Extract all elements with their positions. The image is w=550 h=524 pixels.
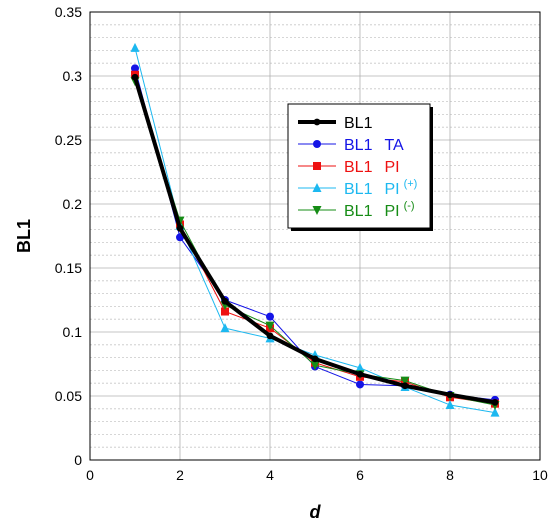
y-tick-label: 0.25 [55,132,82,148]
y-tick-label: 0.1 [63,324,83,340]
data-point [356,380,364,389]
data-point [266,312,274,321]
x-axis-title: d [310,502,322,522]
data-point [130,42,140,52]
data-point [313,162,321,170]
data-point [131,73,139,81]
data-point [445,399,455,409]
data-point [131,64,139,73]
x-tick-label: 10 [532,467,548,483]
plot-frame [89,11,541,461]
data-point [313,140,321,148]
legend: BL1 BL1 TA BL1 PI BL1 PI (+)BL1 PI (-) [287,103,433,231]
x-tick-label: 6 [356,467,364,483]
legend-item: BL1 [298,115,373,132]
legend-label: BL1 [344,115,373,132]
data-point [312,206,322,215]
y-axis-title: BL1 [14,219,34,253]
tick-labels: 0 2 4 6 8 10 0 0.05 0.1 0.15 0.2 0.25 0.3 0.35 [55,4,548,483]
x-tick-label: 0 [86,467,94,483]
data-point [310,361,320,371]
series-layer [130,42,500,417]
y-tick-label: 0.35 [55,4,82,20]
series-bl1 [131,73,499,406]
x-tick-label: 2 [176,467,184,483]
legend-label: BL1 TA [344,137,404,154]
legend-item: BL1 PI (-) [298,200,415,220]
legend-item: BL1 PI [298,159,400,176]
data-point [265,321,275,331]
data-point [355,362,365,372]
y-tick-label: 0 [74,452,82,468]
legend-label: BL1 PI (+) [344,178,417,198]
data-point [400,376,410,386]
data-point [176,224,184,232]
data-point [446,391,454,399]
x-tick-label: 8 [446,467,454,483]
legend-item: BL1 TA [298,137,404,154]
y-tick-label: 0.15 [55,260,82,276]
y-tick-label: 0.3 [63,68,83,84]
data-point [221,297,229,305]
data-point [401,382,409,390]
legend-label: BL1 PI (-) [344,200,415,220]
data-point [266,332,274,340]
y-tick-label: 0.2 [63,196,83,212]
data-point [313,118,321,126]
data-point [220,323,230,333]
x-tick-label: 4 [266,467,274,483]
data-point [312,183,322,192]
data-point [490,407,500,417]
data-point [221,307,229,316]
y-tick-label: 0.05 [55,388,82,404]
legend-label: BL1 PI [344,159,400,176]
data-point [491,399,499,406]
legend-item: BL1 PI (+) [298,178,417,198]
grid [90,12,540,460]
data-point [356,370,364,378]
data-point [311,355,319,363]
